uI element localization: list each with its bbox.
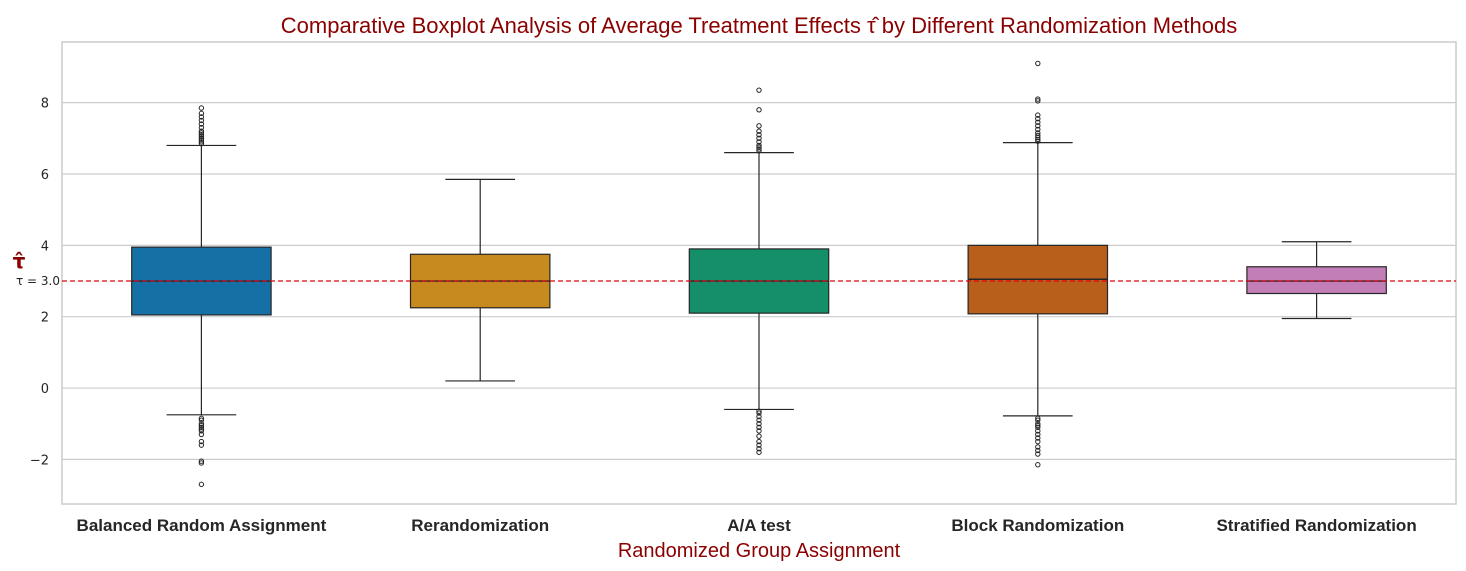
x-tick-label: Rerandomization: [411, 516, 549, 535]
outlier-point: [1035, 451, 1041, 457]
outlier-point: [756, 144, 762, 150]
outlier-point: [198, 132, 205, 138]
outlier-point: [756, 132, 762, 138]
outlier-point: [1035, 98, 1041, 104]
outlier-point: [198, 421, 205, 427]
outlier-point: [756, 107, 762, 113]
outlier-point: [756, 148, 762, 154]
outlier-point: [1035, 417, 1041, 423]
outlier-point: [198, 426, 205, 432]
outlier-point: [756, 428, 762, 434]
y-tick-label: 0: [41, 382, 49, 397]
outlier-point: [198, 458, 205, 464]
outlier-point: [198, 431, 205, 438]
outlier-point: [198, 114, 205, 120]
outlier-point: [1035, 138, 1041, 144]
x-tick-label: Balanced Random Assignment: [77, 516, 327, 535]
y-tick-label: 8: [41, 97, 49, 112]
x-tick-label: Stratified Randomization: [1216, 516, 1416, 535]
outlier-point: [1035, 112, 1041, 118]
outlier-point: [1035, 96, 1041, 102]
outlier-point: [756, 446, 762, 452]
outlier-point: [198, 139, 205, 145]
outlier-point: [1035, 444, 1041, 450]
outlier-point: [198, 121, 205, 127]
outlier-point: [756, 146, 762, 152]
outlier-point: [1035, 130, 1041, 136]
outlier-point: [198, 415, 205, 422]
box-iqr: [1246, 266, 1387, 295]
outlier-point: [198, 438, 205, 445]
outlier-point: [1035, 132, 1041, 139]
outlier-point: [198, 417, 205, 423]
outlier-point: [756, 123, 762, 129]
outlier-point: [198, 428, 205, 434]
outlier-point: [198, 460, 205, 466]
outlier-point: [198, 442, 205, 448]
outlier-point: [756, 410, 762, 416]
outlier-point: [756, 408, 762, 414]
outlier-point: [1035, 422, 1041, 429]
outlier-point: [198, 137, 205, 143]
outlier-point: [198, 117, 205, 124]
outlier-point: [756, 417, 762, 423]
outlier-point: [756, 135, 762, 142]
y-tick-label: −2: [30, 453, 49, 468]
plot-area: −2 0 2 4 6 8 Balanced Random Assignment Rerando…: [16, 41, 1457, 535]
y-axis-label: τ̂: [13, 249, 26, 273]
outlier-point: [1035, 428, 1041, 434]
outlier-point: [756, 442, 762, 448]
x-axis-label: Randomized Group Assignment: [618, 540, 901, 562]
outlier-point: [198, 135, 205, 142]
outlier-point: [198, 124, 205, 131]
outlier-point: [1035, 438, 1041, 445]
outlier-point: [756, 142, 762, 149]
outlier-point: [1035, 123, 1041, 129]
outlier-point: [198, 110, 205, 117]
outlier-point: [1035, 119, 1041, 125]
outlier-point: [1035, 421, 1041, 427]
outlier-point: [1035, 126, 1041, 133]
outlier-point: [756, 449, 762, 455]
outlier-point: [756, 139, 762, 145]
chart-title: Comparative Boxplot Analysis of Average …: [281, 13, 1237, 38]
outlier-point: [1035, 116, 1041, 122]
outlier-point: [198, 130, 205, 136]
outlier-point: [198, 424, 205, 430]
outlier-point: [1035, 415, 1041, 422]
outlier-point: [1035, 435, 1041, 441]
outlier-point: [198, 128, 205, 134]
outlier-point: [198, 481, 205, 488]
y-tick-label: 4: [41, 239, 49, 254]
plot-frame: [61, 41, 1457, 505]
outlier-point: [198, 133, 205, 140]
outlier-point: [756, 438, 762, 445]
reference-line-label: τ = 3.0: [16, 274, 60, 288]
outlier-point: [198, 140, 205, 147]
outlier-point: [756, 413, 762, 420]
outlier-point: [1035, 60, 1041, 67]
outlier-point: [756, 87, 762, 93]
outlier-point: [756, 128, 762, 134]
x-tick-label: A/A test: [727, 516, 791, 535]
x-tick-label: Block Randomization: [951, 516, 1124, 535]
outlier-point: [198, 422, 205, 429]
outlier-point: [756, 424, 762, 430]
outlier-point: [756, 433, 762, 439]
outlier-point: [198, 105, 205, 111]
outlier-point: [1035, 447, 1041, 454]
y-tick-label: 2: [41, 311, 49, 326]
outlier-point: [756, 421, 762, 427]
outlier-point: [1035, 424, 1041, 430]
outlier-point: [1035, 431, 1041, 438]
y-tick-label: 6: [41, 168, 49, 183]
outlier-point: [1035, 462, 1041, 468]
